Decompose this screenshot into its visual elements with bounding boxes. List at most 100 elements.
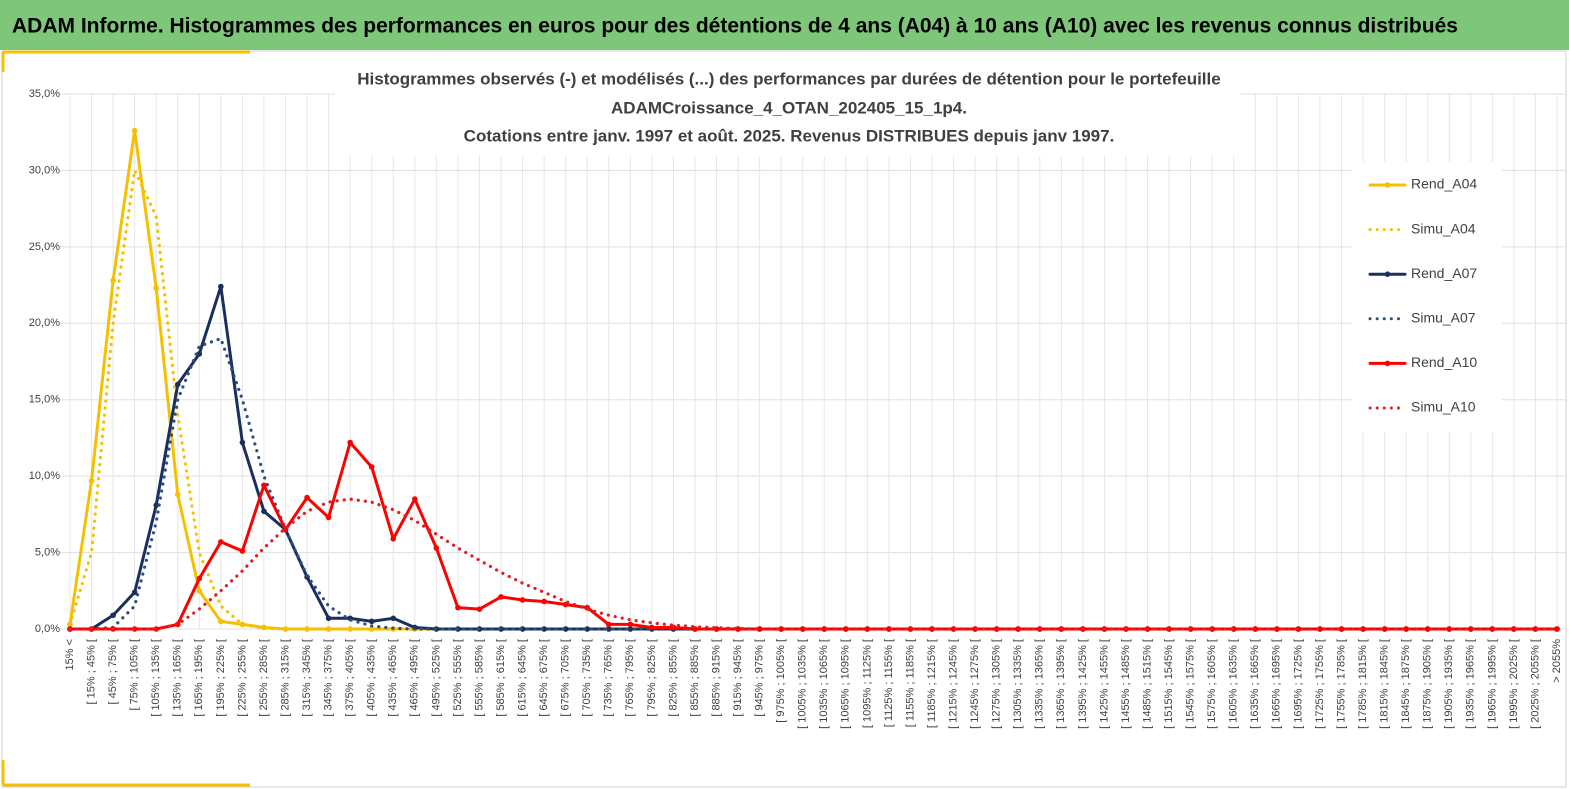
x-tick-label: [ 525% ; 555% [ bbox=[452, 639, 464, 717]
x-tick-label: [ 855% ; 885% [ bbox=[689, 639, 701, 717]
data-point bbox=[735, 626, 741, 632]
data-point bbox=[412, 496, 418, 502]
legend-label: Simu_A04 bbox=[1411, 220, 1476, 236]
x-tick-label: [ 1575% ; 1605% [ bbox=[1206, 639, 1218, 729]
data-point bbox=[864, 626, 871, 632]
y-tick-label: 15,0% bbox=[29, 394, 60, 406]
legend-label: Rend_A07 bbox=[1411, 265, 1477, 281]
data-point bbox=[498, 594, 504, 600]
data-point bbox=[562, 626, 569, 632]
data-point bbox=[627, 626, 634, 632]
data-point bbox=[1554, 626, 1560, 632]
data-point bbox=[843, 626, 849, 632]
x-tick-label: [ 615% ; 645% [ bbox=[516, 639, 528, 717]
data-point bbox=[261, 508, 267, 515]
x-tick-label: [ 1485% ; 1515% [ bbox=[1141, 639, 1153, 729]
x-tick-label: [ 705% ; 735% [ bbox=[581, 639, 593, 717]
data-point bbox=[519, 597, 526, 603]
y-tick-label: 0,0% bbox=[35, 623, 60, 635]
data-point bbox=[282, 526, 289, 533]
data-point bbox=[368, 464, 375, 470]
x-tick-label: [ 1635% ; 1665% [ bbox=[1249, 639, 1261, 729]
x-tick-label: [ 765% ; 795% [ bbox=[624, 639, 636, 717]
data-point bbox=[325, 514, 332, 521]
x-tick-label: [ 15% ; 45% [ bbox=[85, 639, 97, 704]
x-tick-label: [ 1995% ; 2025% [ bbox=[1508, 639, 1520, 729]
x-tick-label: [ 945% ; 975% [ bbox=[754, 639, 766, 717]
x-tick-label: [ 375% ; 405% [ bbox=[344, 639, 356, 717]
x-tick-label: [ 735% ; 765% [ bbox=[603, 639, 615, 717]
data-point bbox=[541, 598, 547, 605]
data-point bbox=[239, 548, 246, 554]
x-tick-label: [ 1875% ; 1905% [ bbox=[1422, 639, 1434, 729]
data-point bbox=[131, 589, 138, 596]
x-tick-label: [ 1305% ; 1335% [ bbox=[1012, 639, 1024, 729]
x-tick-label: [ 675% ; 705% [ bbox=[560, 639, 572, 717]
data-point bbox=[1317, 626, 1323, 632]
data-point bbox=[1338, 626, 1345, 632]
y-tick-label: 25,0% bbox=[29, 241, 60, 253]
legend-label: Rend_A10 bbox=[1411, 354, 1477, 370]
x-tick-label: [ 585% ; 615% [ bbox=[495, 639, 507, 717]
x-tick-label: [ 1455% ; 1485% [ bbox=[1120, 639, 1132, 729]
data-point bbox=[325, 615, 332, 622]
data-point bbox=[347, 439, 353, 446]
x-tick-label: [ 1725% ; 1755% [ bbox=[1314, 639, 1326, 729]
x-tick-label: [ 1785% ; 1815% [ bbox=[1357, 639, 1369, 729]
x-tick-label: [ 315% ; 345% [ bbox=[301, 639, 313, 717]
data-point bbox=[627, 621, 634, 628]
x-tick-label: [ 1365% ; 1395% [ bbox=[1055, 639, 1067, 729]
x-tick-label: [ 1275% ; 1305% [ bbox=[991, 639, 1003, 729]
x-tick-label: [ 1545% ; 1575% [ bbox=[1185, 639, 1197, 729]
y-tick-label: 5,0% bbox=[35, 546, 60, 558]
x-tick-label: [ 195% ; 225% [ bbox=[215, 639, 227, 717]
data-point bbox=[756, 626, 763, 632]
x-tick-label: [ 1185% ; 1215% [ bbox=[926, 639, 938, 728]
data-point bbox=[584, 626, 591, 632]
x-tick-label: [ 405% ; 435% [ bbox=[366, 639, 378, 717]
header-bar bbox=[0, 0, 1569, 50]
x-tick-label: [ 465% ; 495% [ bbox=[409, 639, 421, 717]
x-tick-label: [ 255% ; 285% [ bbox=[258, 639, 270, 717]
data-point bbox=[196, 587, 203, 594]
series-line bbox=[68, 497, 1559, 631]
chart-title: Cotations entre janv. 1997 et août. 2025… bbox=[464, 126, 1115, 145]
data-point bbox=[1511, 626, 1517, 632]
data-point bbox=[605, 626, 612, 632]
x-tick-label: [ 1215% ; 1245% [ bbox=[947, 639, 959, 729]
legend-marker bbox=[1384, 271, 1391, 278]
y-tick-label: 30,0% bbox=[29, 164, 60, 176]
legend-marker bbox=[1384, 360, 1391, 367]
data-point bbox=[110, 277, 116, 284]
data-point bbox=[799, 626, 806, 632]
x-tick-label: [ 1035% ; 1065% [ bbox=[818, 639, 830, 729]
x-tick-label: [ 1155% ; 1185% [ bbox=[904, 639, 916, 727]
data-point bbox=[196, 351, 203, 357]
x-tick-label: [ 1815% ; 1845% [ bbox=[1379, 639, 1391, 729]
x-tick-label: [ 1935% ; 1965% [ bbox=[1465, 639, 1477, 729]
x-tick-label: [ 1065% ; 1095% [ bbox=[840, 639, 852, 729]
x-tick-label: > 2055% bbox=[1551, 639, 1563, 683]
x-tick-label: [ 285% ; 315% [ bbox=[279, 639, 291, 717]
data-point bbox=[433, 545, 440, 551]
data-point bbox=[239, 439, 246, 446]
legend-label: Simu_A07 bbox=[1411, 310, 1476, 326]
x-tick-label: [ 1335% ; 1365% [ bbox=[1034, 639, 1046, 729]
data-point bbox=[1403, 626, 1409, 632]
x-tick-label: [ 105% ; 135% [ bbox=[150, 639, 162, 717]
data-point bbox=[821, 626, 828, 632]
y-tick-label: 10,0% bbox=[29, 470, 60, 482]
x-tick-label: 15% < bbox=[64, 639, 76, 671]
x-tick-label: [ 1905% ; 1935% [ bbox=[1443, 639, 1455, 729]
x-tick-label: [ 1005% ; 1035% [ bbox=[797, 639, 809, 729]
header-title: ADAM Informe. Histogrammes des performan… bbox=[12, 15, 1458, 38]
chart-title: Histogrammes observés (-) et modélisés (… bbox=[357, 69, 1220, 88]
data-point bbox=[174, 491, 181, 498]
x-tick-label: [ 1755% ; 1785% [ bbox=[1335, 639, 1347, 729]
x-tick-label: [ 75% ; 105% [ bbox=[129, 639, 141, 711]
data-point bbox=[390, 536, 397, 542]
x-tick-label: [ 1515% ; 1545% [ bbox=[1163, 639, 1175, 729]
x-tick-label: [ 1845% ; 1875% [ bbox=[1400, 639, 1412, 729]
chart-title: ADAMCroissance_4_OTAN_202405_15_1p4. bbox=[611, 98, 967, 117]
